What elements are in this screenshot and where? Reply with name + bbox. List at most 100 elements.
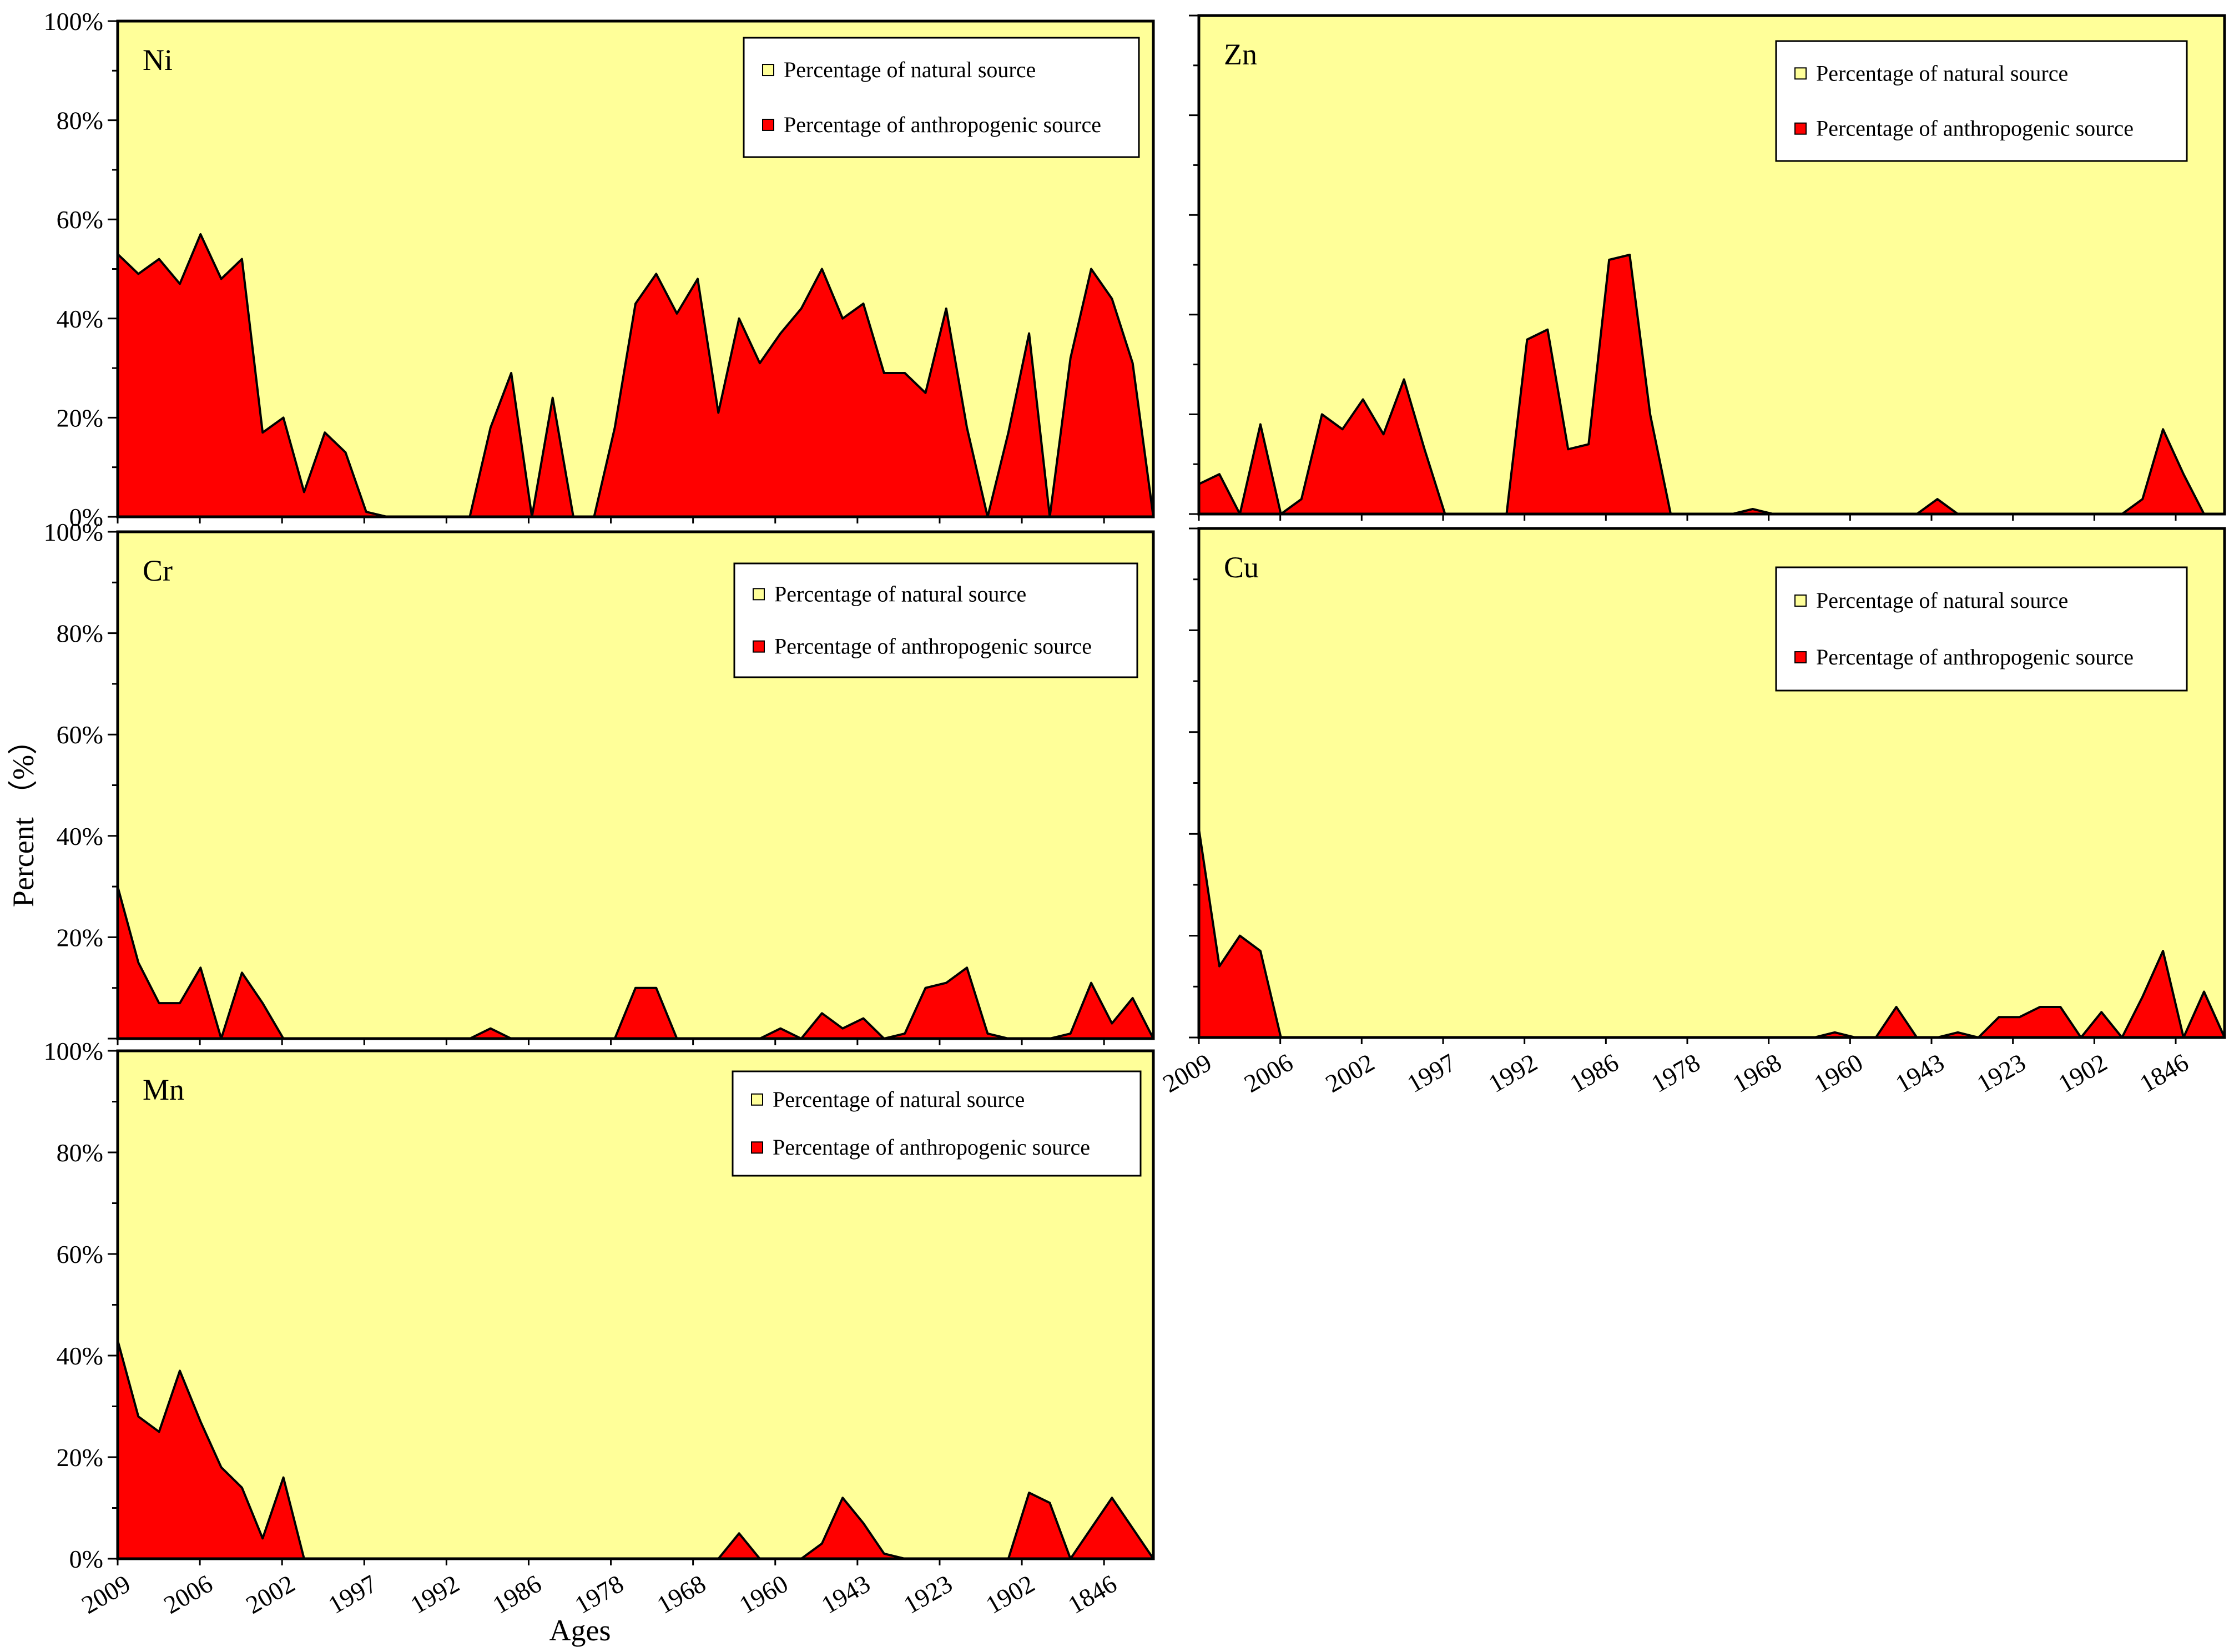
data-point-cr-26: [654, 986, 658, 990]
data-point-mn-35: [841, 1496, 844, 1499]
data-point-ni-29: [717, 411, 720, 415]
data-point-cr-39: [924, 986, 927, 990]
data-point-zn-1: [1218, 472, 1221, 476]
data-point-ni-40: [945, 307, 948, 310]
data-point-mn-2: [158, 1430, 161, 1433]
data-point-mn-34: [820, 1542, 824, 1545]
data-point-cu-44: [2100, 1010, 2103, 1014]
x-tick-label: 1943: [816, 1569, 875, 1619]
data-point-ni-8: [282, 416, 285, 419]
data-point-zn-17: [1546, 328, 1549, 331]
legend-label-anthropogenic: Percentage of anthropogenic source: [1816, 116, 2134, 141]
data-point-mn-8: [282, 1476, 285, 1479]
legend: Percentage of natural source Percentage o…: [733, 562, 1138, 678]
data-point-cr-38: [903, 1032, 906, 1035]
x-tick-label: 1992: [406, 1569, 464, 1619]
data-point-cr-49: [1131, 996, 1134, 1000]
data-point-ni-35: [841, 317, 844, 320]
data-point-zn-16: [1525, 338, 1529, 341]
data-point-cr-41: [965, 966, 969, 969]
legend-swatch-natural: [1794, 67, 1807, 80]
data-point-mn-7: [261, 1537, 264, 1540]
panel-label: Zn: [1224, 38, 1257, 71]
data-point-ni-10: [323, 431, 326, 434]
data-point-zn-20: [1607, 258, 1611, 261]
panel-label: Mn: [143, 1073, 184, 1106]
x-tick-label: 1923: [899, 1569, 957, 1619]
y-tick-label: 60%: [57, 721, 103, 749]
data-point-ni-43: [1007, 431, 1010, 434]
data-point-cu-41: [2038, 1005, 2041, 1009]
data-point-zn-8: [1361, 398, 1365, 401]
data-point-cr-4: [199, 966, 202, 969]
x-tick-label: 2006: [1239, 1048, 1298, 1098]
data-point-mn-1: [137, 1415, 140, 1418]
data-point-cr-48: [1110, 1022, 1113, 1025]
legend-swatch-anthropogenic: [751, 1141, 763, 1154]
data-point-zn-7: [1341, 427, 1344, 431]
y-tick-label: 100%: [44, 7, 103, 36]
x-tick-label: 1978: [570, 1569, 628, 1619]
data-point-zn-27: [1751, 507, 1754, 511]
data-point-ni-9: [302, 490, 306, 493]
data-point-ni-44: [1027, 332, 1031, 335]
x-tick-label: 1960: [734, 1569, 793, 1619]
data-point-ni-48: [1110, 297, 1113, 300]
panel-mn: 0% 20% 40% 60% 80% 100% 2009 2006 2002 1997 1992 19…: [44, 1037, 1155, 1619]
data-point-cr-1: [137, 961, 140, 964]
legend-swatch-natural: [753, 588, 765, 601]
panel-label: Ni: [143, 43, 173, 77]
anthropogenic-source-area: [117, 885, 1154, 1040]
y-tick-label: 0%: [69, 503, 103, 531]
data-point-ni-3: [178, 282, 181, 285]
y-tick-label: 20%: [57, 923, 103, 951]
data-point-zn-22: [1648, 412, 1652, 416]
y-tick-label: 20%: [57, 404, 103, 432]
data-point-cr-36: [862, 1017, 865, 1020]
legend-swatch-anthropogenic: [1794, 122, 1807, 135]
panel-cu: 2009 2006 2002 1997 1992 1986 1978 1968 1960 1943…: [1158, 527, 2226, 1098]
data-point-ni-25: [634, 302, 637, 305]
data-point-ni-31: [758, 361, 762, 365]
data-point-cu-31: [1833, 1031, 1837, 1034]
legend: Percentage of natural source Percentage o…: [732, 1070, 1142, 1177]
x-tick-label: 1978: [1646, 1048, 1704, 1098]
data-point-ni-47: [1090, 268, 1093, 271]
legend-label-natural: Percentage of natural source: [784, 57, 1036, 82]
data-point-ni-11: [344, 451, 347, 454]
y-tick-label: 40%: [57, 822, 103, 850]
data-point-ni-39: [924, 391, 927, 395]
data-point-cu-1: [1218, 965, 1221, 968]
x-tick-label: 1968: [1728, 1048, 1786, 1098]
data-point-zn-18: [1566, 447, 1570, 451]
axes-layer: Percent （%） Ages: [7, 725, 611, 1647]
data-point-zn-47: [2161, 427, 2165, 431]
data-point-mn-6: [240, 1486, 244, 1489]
data-point-ni-38: [903, 371, 906, 375]
data-point-mn-36: [862, 1522, 865, 1525]
panels-layer: 0% 20% 40% 60% 80% 100% Ni Percentage of natura…: [44, 7, 2226, 1619]
data-point-zn-36: [1936, 497, 1939, 501]
data-point-cr-47: [1090, 981, 1093, 985]
data-point-ni-46: [1069, 356, 1072, 360]
data-point-cr-25: [634, 986, 637, 990]
data-point-mn-44: [1027, 1491, 1031, 1494]
x-tick-label: 1997: [324, 1569, 382, 1619]
data-point-ni-33: [800, 307, 803, 310]
x-tick-label: 1902: [981, 1569, 1039, 1619]
legend-label-natural: Percentage of natural source: [1816, 61, 2068, 85]
data-point-mn-45: [1048, 1501, 1051, 1504]
legend-label-anthropogenic: Percentage of anthropogenic source: [774, 634, 1092, 659]
x-tick-label: 1992: [1484, 1048, 1542, 1098]
data-point-zn-21: [1628, 253, 1631, 256]
x-tick-label: 1902: [2054, 1048, 2112, 1098]
y-axis-title: Percent （%）: [7, 725, 40, 907]
data-point-ni-36: [862, 302, 865, 305]
data-point-cu-49: [2202, 990, 2206, 994]
x-tick-label: 1923: [1972, 1048, 2030, 1098]
x-tick-label: 1997: [1402, 1048, 1460, 1098]
data-point-mn-49: [1131, 1527, 1134, 1530]
legend-box: [732, 1070, 1142, 1177]
data-point-cr-42: [986, 1032, 989, 1035]
data-point-zn-46: [2141, 497, 2144, 501]
